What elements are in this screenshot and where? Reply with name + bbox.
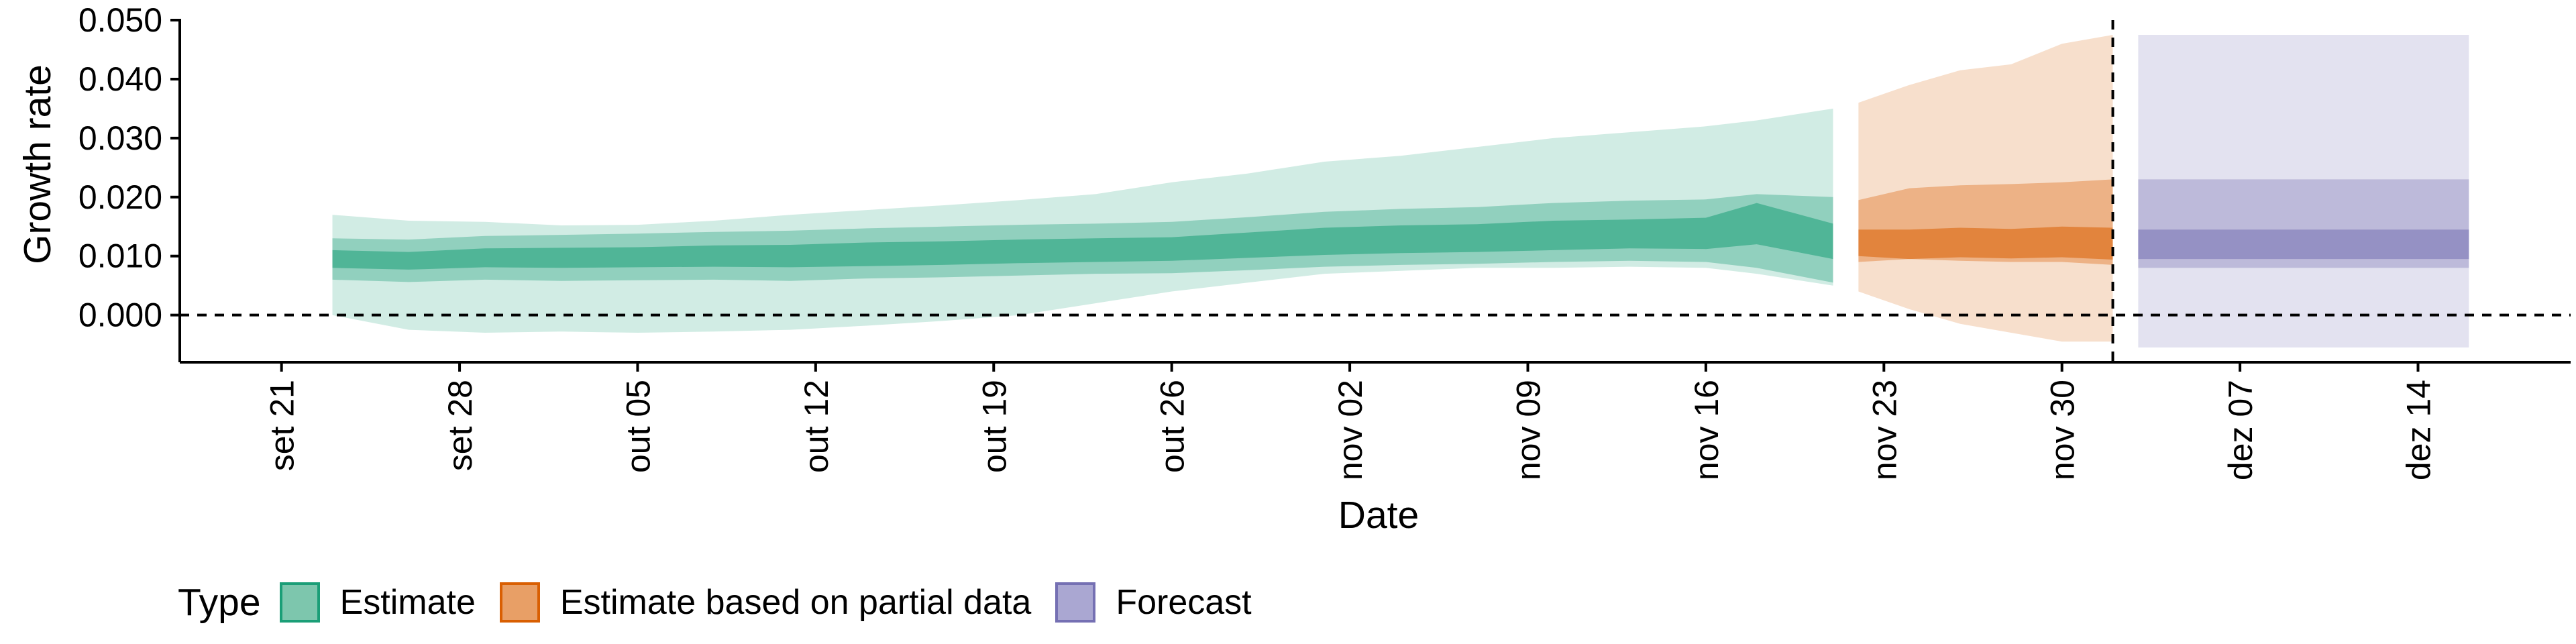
x-tick-label: dez 14 (2400, 380, 2438, 480)
x-tick-label: set 21 (264, 380, 301, 471)
legend-label-forecast: Forecast (1116, 583, 1252, 622)
x-tick-label: nov 09 (1509, 380, 1547, 480)
legend-item-estimate: Estimate (279, 582, 476, 623)
legend-swatch-forecast (1055, 582, 1096, 623)
x-tick-label: out 12 (798, 380, 835, 473)
estimate-outer-band (332, 108, 1833, 333)
y-tick-label: 0.020 (78, 178, 162, 216)
y-tick-label: 0.030 (78, 119, 162, 157)
x-tick-label: dez 07 (2222, 380, 2259, 480)
legend-label-partial: Estimate based on partial data (559, 583, 1032, 622)
x-tick-label: out 19 (975, 380, 1013, 473)
x-tick-label: nov 30 (2044, 380, 2082, 480)
x-tick-label: set 28 (441, 380, 479, 471)
x-tick-label: out 05 (619, 380, 657, 473)
estimate-based-on-partial-data-outer-band (1858, 35, 2113, 342)
x-tick-label: nov 23 (1866, 380, 1903, 480)
y-axis-title: Growth rate (16, 64, 59, 264)
legend-swatch-estimate (279, 582, 320, 623)
y-tick-label: 0.010 (78, 237, 162, 275)
y-tick-label: 0.040 (78, 60, 162, 98)
x-tick-label: nov 16 (1688, 380, 1725, 480)
x-tick-label: nov 02 (1332, 380, 1369, 480)
y-tick-label: 0.000 (78, 297, 162, 334)
forecast-inner-band (2138, 229, 2469, 260)
legend-item-forecast: Forecast (1055, 582, 1252, 623)
estimate-inner-band (332, 203, 1833, 270)
legend-label-estimate: Estimate (339, 583, 476, 622)
y-tick-label: 0.050 (78, 1, 162, 39)
legend-swatch-partial (499, 582, 540, 623)
legend-item-partial: Estimate based on partial data (499, 582, 1032, 623)
legend: Type Estimate Estimate based on partial … (178, 576, 1276, 629)
estimate-based-on-partial-data-inner-band (1858, 226, 2113, 260)
forecast-outer-band (2138, 35, 2469, 347)
x-axis-title: Date (1338, 494, 1419, 537)
x-tick-label: out 26 (1154, 380, 1191, 473)
legend-title: Type (178, 581, 261, 624)
